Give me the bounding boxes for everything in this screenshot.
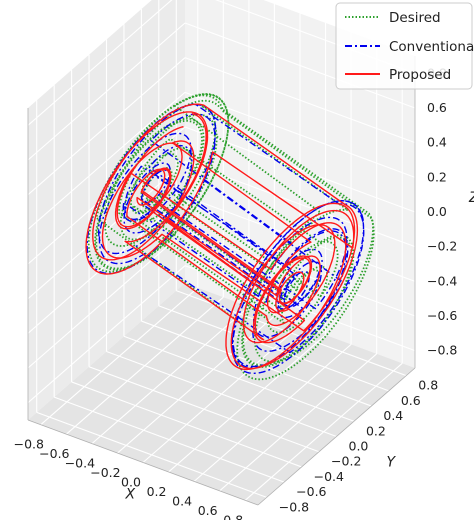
grid-x-floor: [244, 362, 403, 501]
grid-z-left: [27, 22, 186, 161]
pane-edge: [257, 367, 416, 506]
y-tick-label: −0.2: [331, 454, 361, 469]
z-tick-label: −0.6: [427, 308, 457, 323]
z-tick-label: −0.4: [427, 273, 457, 288]
z-tick-label: −0.2: [427, 239, 457, 254]
z-tick-label: −0.8: [427, 343, 457, 358]
x-tick-label: 0.8: [223, 512, 243, 520]
x-tick-label: 0.2: [147, 484, 167, 499]
y-tick-label: 0.2: [366, 423, 386, 438]
x-tick-label: 0.6: [198, 503, 218, 518]
legend-label-desired: Desired: [389, 10, 441, 26]
grid-y-floor: [158, 305, 390, 392]
legend: Desired Conventional Proposed: [335, 2, 474, 90]
x-axis-label: X: [125, 486, 136, 502]
legend-box: [335, 2, 473, 90]
x-tick-label: −0.6: [39, 446, 69, 461]
pane-edge: [27, 419, 259, 506]
z-tick-label: 0.4: [427, 135, 447, 150]
z-tick-label: 0.2: [427, 169, 447, 184]
x-tick-label: −0.8: [14, 437, 44, 452]
grid-z-right: [184, 22, 416, 109]
y-tick-label: 0.8: [418, 378, 438, 393]
axes-edges: [27, 56, 416, 506]
legend-label-proposed: Proposed: [389, 67, 451, 83]
series-proposed: [85, 103, 359, 371]
trajectories: [85, 93, 375, 381]
axis-labels: X Y Z: [125, 190, 474, 502]
legend-label-conventional: Conventional: [389, 39, 474, 55]
y-tick-label: 0.6: [401, 393, 421, 408]
x-tick-label: 0.0: [121, 475, 141, 490]
z-axis-label: Z: [468, 190, 474, 206]
x-tick-label: 0.4: [172, 493, 192, 508]
x-tick-label: −0.4: [65, 456, 95, 471]
series-conventional: [86, 102, 365, 374]
grid-z-left: [27, 0, 173, 126]
y-axis-label: Y: [387, 455, 397, 471]
tick-labels: −0.8−0.6−0.4−0.20.00.20.40.60.8−0.8−0.6−…: [14, 65, 458, 520]
y-tick-label: 0.4: [383, 408, 403, 423]
z-tick-label: 0.6: [427, 100, 447, 115]
y-tick-label: −0.6: [296, 484, 326, 499]
y-tick-label: −0.4: [314, 469, 344, 484]
x-tick-label: −0.2: [90, 465, 120, 480]
z-tick-label: 0.0: [427, 204, 447, 219]
y-tick-label: 0.0: [349, 439, 369, 454]
y-tick-label: −0.8: [279, 499, 309, 514]
